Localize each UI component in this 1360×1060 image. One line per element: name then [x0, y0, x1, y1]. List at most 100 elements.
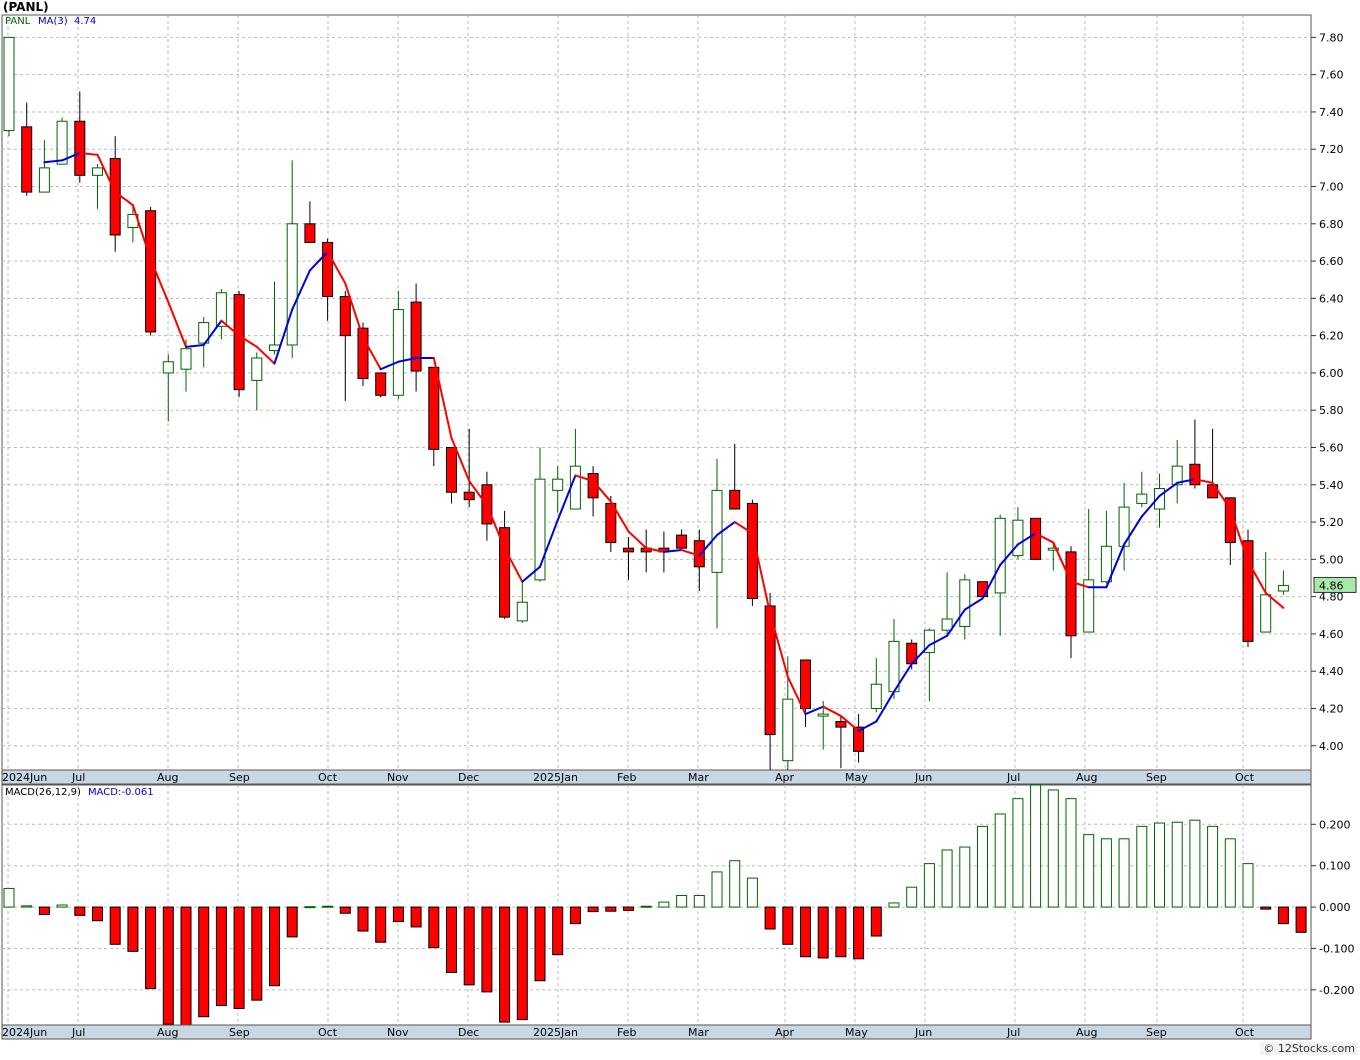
price-date-label: 2025Jan	[533, 771, 578, 784]
price-tick-label: 6.60	[1319, 255, 1344, 268]
price-date-label: May	[845, 771, 868, 784]
macd-bar-positive	[941, 849, 953, 908]
macd-bar-negative	[835, 906, 847, 958]
macd-bar-negative	[552, 906, 564, 956]
macd-date-label: Aug	[157, 1026, 178, 1039]
macd-bar-positive	[711, 871, 723, 908]
macd-bar-negative	[605, 906, 617, 912]
macd-bar-negative	[782, 906, 794, 945]
macd-date-label: Sep	[229, 1026, 250, 1039]
macd-date-label: Apr	[775, 1026, 795, 1039]
macd-bar-positive	[1136, 825, 1148, 908]
macd-bar-negative	[499, 906, 511, 1023]
macd-date-label: Dec	[458, 1026, 479, 1039]
price-panel-frame	[1, 14, 1312, 771]
ma3-segment	[999, 543, 1019, 566]
ma3-segment	[450, 437, 471, 483]
ma3-segment	[1193, 478, 1214, 484]
ma3-segment	[149, 258, 170, 304]
ma3-segment	[379, 360, 400, 371]
macd-bar-positive	[1207, 825, 1219, 908]
price-tick-label: 4.80	[1319, 591, 1344, 604]
price-tick-label: 6.00	[1319, 367, 1344, 380]
candle-down	[1189, 463, 1201, 486]
macd-bar-negative	[870, 906, 882, 937]
macd-bar-negative	[251, 906, 263, 1001]
price-tick-label: 4.00	[1319, 740, 1344, 753]
ma3-segment	[131, 204, 152, 261]
ma3-segment	[1229, 508, 1249, 563]
macd-bar-positive	[746, 877, 758, 908]
price-date-label: Oct	[1235, 771, 1255, 784]
candle-up	[817, 713, 829, 717]
ma3-segment	[1016, 532, 1037, 546]
price-legend-symbol: PANL	[5, 16, 31, 27]
candle-down	[1030, 517, 1042, 560]
price-tick-label: 7.80	[1319, 31, 1344, 44]
price-date-label: Sep	[229, 771, 250, 784]
macd-date-label: Jun	[914, 1026, 932, 1039]
macd-bar-negative	[569, 906, 581, 925]
ma3-segment	[733, 521, 754, 535]
ma3-segment	[96, 153, 117, 194]
ma3-segment	[1105, 543, 1126, 589]
macd-bar-positive	[1083, 834, 1095, 908]
ma3-segment	[627, 530, 648, 550]
macd-tick-label: -0.200	[1319, 984, 1354, 997]
ma3-segment	[804, 705, 825, 716]
candle-down	[463, 491, 475, 501]
price-date-label: Aug	[157, 771, 178, 784]
ma3-segment	[1247, 560, 1267, 594]
candle-up	[888, 640, 900, 693]
ma3-segment	[1123, 515, 1143, 546]
macd-bar-positive	[888, 902, 900, 908]
price-tick-label: 6.80	[1319, 218, 1344, 231]
macd-bar-negative	[180, 906, 192, 1026]
ma3-segment	[1052, 541, 1072, 583]
ma3-segment	[1034, 532, 1055, 544]
macd-bar-negative	[1277, 906, 1289, 925]
candle-up	[959, 579, 971, 627]
macd-bar-positive	[1118, 838, 1130, 908]
ma3-segment	[946, 608, 966, 637]
macd-bar-negative	[516, 906, 528, 1021]
candle-up	[38, 167, 50, 193]
ma3-segment	[609, 500, 630, 533]
candle-down	[145, 210, 157, 333]
candle-up	[782, 698, 794, 762]
macd-tick-label: -0.100	[1319, 942, 1354, 955]
ma3-segment	[1070, 580, 1090, 589]
ma3-segment	[61, 151, 81, 162]
macd-tick-label: 0.100	[1319, 860, 1351, 873]
macd-bar-negative	[109, 906, 121, 945]
macd-bar-negative	[587, 906, 599, 913]
macd-bar-positive	[1154, 822, 1165, 908]
price-date-label: 2024Jun	[2, 771, 47, 784]
macd-bar-positive	[1047, 789, 1059, 908]
macd-bar-negative	[38, 906, 50, 916]
candle-up	[1012, 519, 1024, 557]
ma3-segment	[468, 480, 488, 507]
ma3-segment	[43, 159, 64, 164]
ma3-segment	[981, 563, 1002, 600]
candle-up	[1047, 547, 1059, 551]
macd-bar-negative	[375, 906, 387, 943]
ma3-segment	[273, 308, 294, 365]
ma3-segment	[185, 343, 205, 348]
macd-bar-positive	[676, 894, 688, 908]
ma3-segment	[167, 301, 187, 348]
macd-bar-negative	[1295, 906, 1307, 933]
macd-bar-positive	[994, 813, 1006, 908]
price-tick-label: 4.40	[1319, 665, 1344, 678]
ma3-segment	[716, 521, 736, 537]
candle-up	[251, 357, 263, 381]
candle-down	[1224, 497, 1236, 544]
ma3-segment	[503, 547, 524, 583]
price-tick-label: 5.00	[1319, 553, 1344, 566]
price-date-label: Dec	[458, 771, 479, 784]
ma3-segment	[1211, 481, 1232, 511]
macd-bar-positive	[1242, 863, 1254, 908]
ma3-segment	[645, 547, 665, 553]
